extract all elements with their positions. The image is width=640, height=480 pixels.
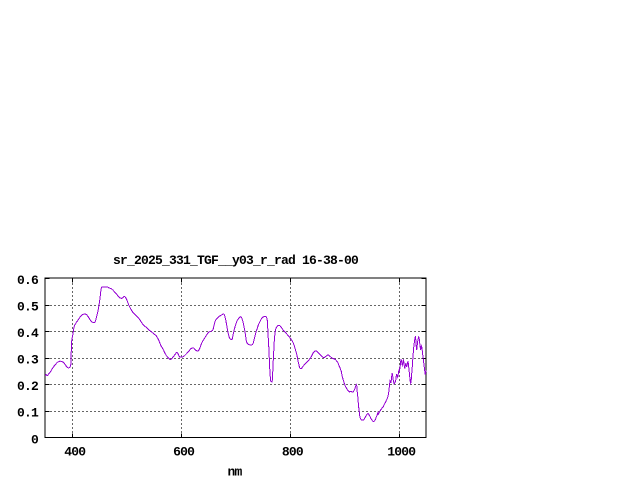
svg-text:600: 600 [173, 445, 195, 460]
svg-text:nm: nm [227, 465, 242, 480]
svg-text:0.5: 0.5 [17, 299, 39, 314]
svg-text:1000: 1000 [387, 445, 416, 460]
svg-text:0.2: 0.2 [17, 379, 39, 394]
svg-text:0.3: 0.3 [17, 353, 39, 368]
svg-text:0.6: 0.6 [17, 273, 39, 288]
svg-text:800: 800 [282, 445, 304, 460]
svg-text:400: 400 [64, 445, 86, 460]
svg-text:0.1: 0.1 [17, 406, 39, 421]
svg-text:0: 0 [31, 432, 39, 447]
svg-text:0.4: 0.4 [17, 326, 39, 341]
svg-text:sr_2025_331_TGF__y03_r_rad 16-: sr_2025_331_TGF__y03_r_rad 16-38-00 [113, 253, 359, 268]
